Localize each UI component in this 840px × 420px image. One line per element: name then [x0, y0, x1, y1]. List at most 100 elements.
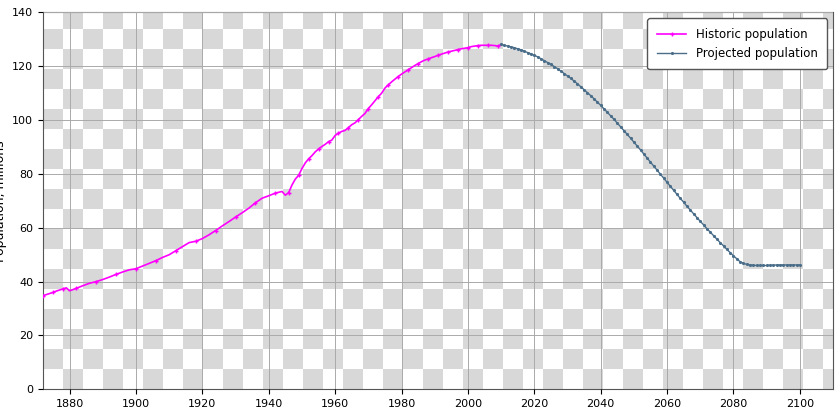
- Bar: [543, 129, 563, 150]
- Bar: [283, 150, 303, 169]
- Bar: [463, 189, 483, 209]
- Bar: [783, 109, 803, 129]
- Bar: [823, 9, 840, 29]
- Bar: [463, 129, 483, 150]
- Bar: [283, 189, 303, 209]
- Bar: [483, 150, 503, 169]
- Bar: [143, 69, 163, 89]
- Bar: [803, 249, 823, 269]
- Historic population: [393, 74, 403, 79]
- Bar: [243, 310, 263, 329]
- Bar: [223, 229, 243, 249]
- Bar: [763, 29, 783, 49]
- Bar: [663, 310, 683, 329]
- Bar: [383, 129, 403, 150]
- Bar: [483, 249, 503, 269]
- Bar: [823, 169, 840, 189]
- Bar: [443, 69, 463, 89]
- Bar: [403, 49, 423, 69]
- Bar: [183, 49, 203, 69]
- Bar: [163, 169, 183, 189]
- Bar: [583, 169, 603, 189]
- Bar: [803, 229, 823, 249]
- Bar: [623, 109, 643, 129]
- Bar: [823, 249, 840, 269]
- Bar: [483, 69, 503, 89]
- Bar: [203, 269, 223, 289]
- Bar: [143, 109, 163, 129]
- Bar: [443, 289, 463, 310]
- Bar: [303, 69, 323, 89]
- Bar: [663, 169, 683, 189]
- Bar: [603, 329, 623, 349]
- Bar: [123, 9, 143, 29]
- Bar: [203, 289, 223, 310]
- Bar: [343, 169, 363, 189]
- Bar: [303, 150, 323, 169]
- Bar: [583, 9, 603, 29]
- Bar: [783, 9, 803, 29]
- Bar: [83, 289, 103, 310]
- Bar: [203, 150, 223, 169]
- Bar: [803, 189, 823, 209]
- Bar: [283, 369, 303, 389]
- Bar: [563, 369, 583, 389]
- Bar: [223, 269, 243, 289]
- Bar: [163, 109, 183, 129]
- Bar: [703, 9, 723, 29]
- Bar: [503, 209, 523, 229]
- Bar: [403, 310, 423, 329]
- Bar: [63, 49, 83, 69]
- Bar: [443, 269, 463, 289]
- Bar: [423, 249, 443, 269]
- Bar: [463, 249, 483, 269]
- Bar: [343, 189, 363, 209]
- Bar: [823, 29, 840, 49]
- Bar: [423, 150, 443, 169]
- Bar: [683, 150, 703, 169]
- Bar: [143, 29, 163, 49]
- Bar: [703, 310, 723, 329]
- Bar: [343, 229, 363, 249]
- Bar: [703, 349, 723, 369]
- Bar: [203, 89, 223, 109]
- Bar: [83, 369, 103, 389]
- Bar: [383, 369, 403, 389]
- Bar: [743, 169, 763, 189]
- Bar: [683, 169, 703, 189]
- Bar: [463, 369, 483, 389]
- Bar: [223, 329, 243, 349]
- Bar: [403, 209, 423, 229]
- Bar: [583, 129, 603, 150]
- Bar: [563, 29, 583, 49]
- Bar: [723, 269, 743, 289]
- Bar: [403, 249, 423, 269]
- Bar: [703, 29, 723, 49]
- Bar: [763, 109, 783, 129]
- Bar: [543, 89, 563, 109]
- Bar: [163, 369, 183, 389]
- Bar: [783, 69, 803, 89]
- Bar: [623, 49, 643, 69]
- Bar: [243, 129, 263, 150]
- Bar: [423, 310, 443, 329]
- Bar: [783, 189, 803, 209]
- Bar: [563, 129, 583, 150]
- Bar: [663, 129, 683, 150]
- Bar: [603, 269, 623, 289]
- Bar: [743, 189, 763, 209]
- Bar: [823, 150, 840, 169]
- Bar: [763, 89, 783, 109]
- Bar: [523, 229, 543, 249]
- Bar: [563, 150, 583, 169]
- Historic population: [427, 55, 437, 60]
- Bar: [743, 289, 763, 310]
- Bar: [443, 129, 463, 150]
- Bar: [123, 289, 143, 310]
- Bar: [263, 349, 283, 369]
- Bar: [723, 109, 743, 129]
- Bar: [743, 310, 763, 329]
- Bar: [463, 150, 483, 169]
- Bar: [763, 9, 783, 29]
- Bar: [623, 349, 643, 369]
